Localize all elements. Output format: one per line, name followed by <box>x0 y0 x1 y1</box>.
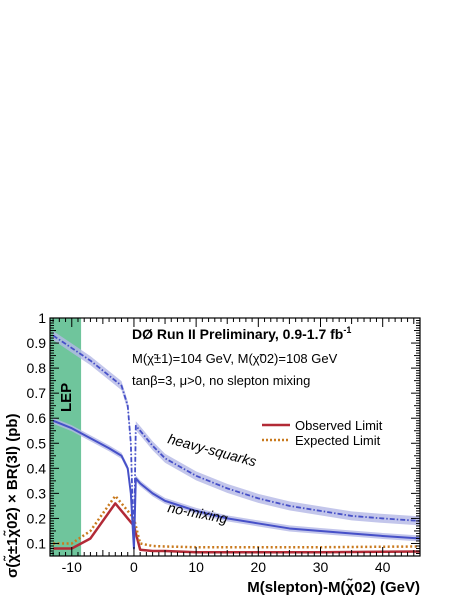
x-tick-label: 40 <box>375 559 391 575</box>
params-annotation: tanβ=3, μ>0, no slepton mixing <box>132 373 310 388</box>
observed-limit-line <box>53 502 421 554</box>
mass-annotation: M(χ̃±1)=104 GeV, M(χ̃02)=108 GeV <box>132 351 338 366</box>
y-tick-label: 0.5 <box>27 435 47 451</box>
y-tick-label: 0.7 <box>27 385 47 401</box>
x-tick-label: 0 <box>130 559 138 575</box>
legend: Observed Limit Expected Limit <box>262 418 383 448</box>
x-tick-label: 20 <box>251 559 267 575</box>
x-tick-label: 10 <box>188 559 204 575</box>
y-tick-label: 0.9 <box>27 335 47 351</box>
y-tick-label: 0.6 <box>27 410 47 426</box>
plot-frame <box>49 317 421 557</box>
y-tick-label: 0.2 <box>27 510 47 526</box>
y-tick-label: 0.4 <box>27 460 47 476</box>
theory-band-2 <box>53 417 420 552</box>
lep-band-label: LEP <box>58 383 75 412</box>
theory-band-layer <box>53 331 420 552</box>
y-tick-label: 0.8 <box>27 360 47 376</box>
no-mixing-label: no-mixing <box>166 499 229 526</box>
chart-title: DØ Run II Preliminary, 0.9-1.7 fb-1 <box>132 325 351 342</box>
expected-limit-line <box>53 494 421 549</box>
x-tick-label: 30 <box>313 559 329 575</box>
y-tick-label: 1 <box>38 310 46 326</box>
theory-line-3 <box>52 334 421 545</box>
legend-observed-label: Observed Limit <box>295 418 383 433</box>
axes-layer: -10 0 10 20 30 40 0.1 0.2 0.3 0.4 0.5 0.6 0.7 0.8 0.9 1 <box>27 310 421 575</box>
legend-expected-label: Expected Limit <box>295 433 381 448</box>
y-tick-label: 0.3 <box>27 485 47 501</box>
x-axis-title: M(slepton)-M(χ̃02) (GeV) <box>247 578 420 596</box>
lep-excluded-region <box>50 318 82 556</box>
x-tick-label: -10 <box>62 559 82 575</box>
theory-line-2 <box>52 419 421 550</box>
chart-title-text: DØ Run II Preliminary, 0.9-1.7 fb <box>132 326 343 342</box>
lep-exclusion-layer <box>50 318 82 556</box>
y-tick-label: 0.1 <box>27 535 47 551</box>
chart-title-superscript: -1 <box>343 325 351 335</box>
y-axis-title: σ(χ̃±1χ̃02) × BR(3l) (pb) <box>3 413 21 578</box>
